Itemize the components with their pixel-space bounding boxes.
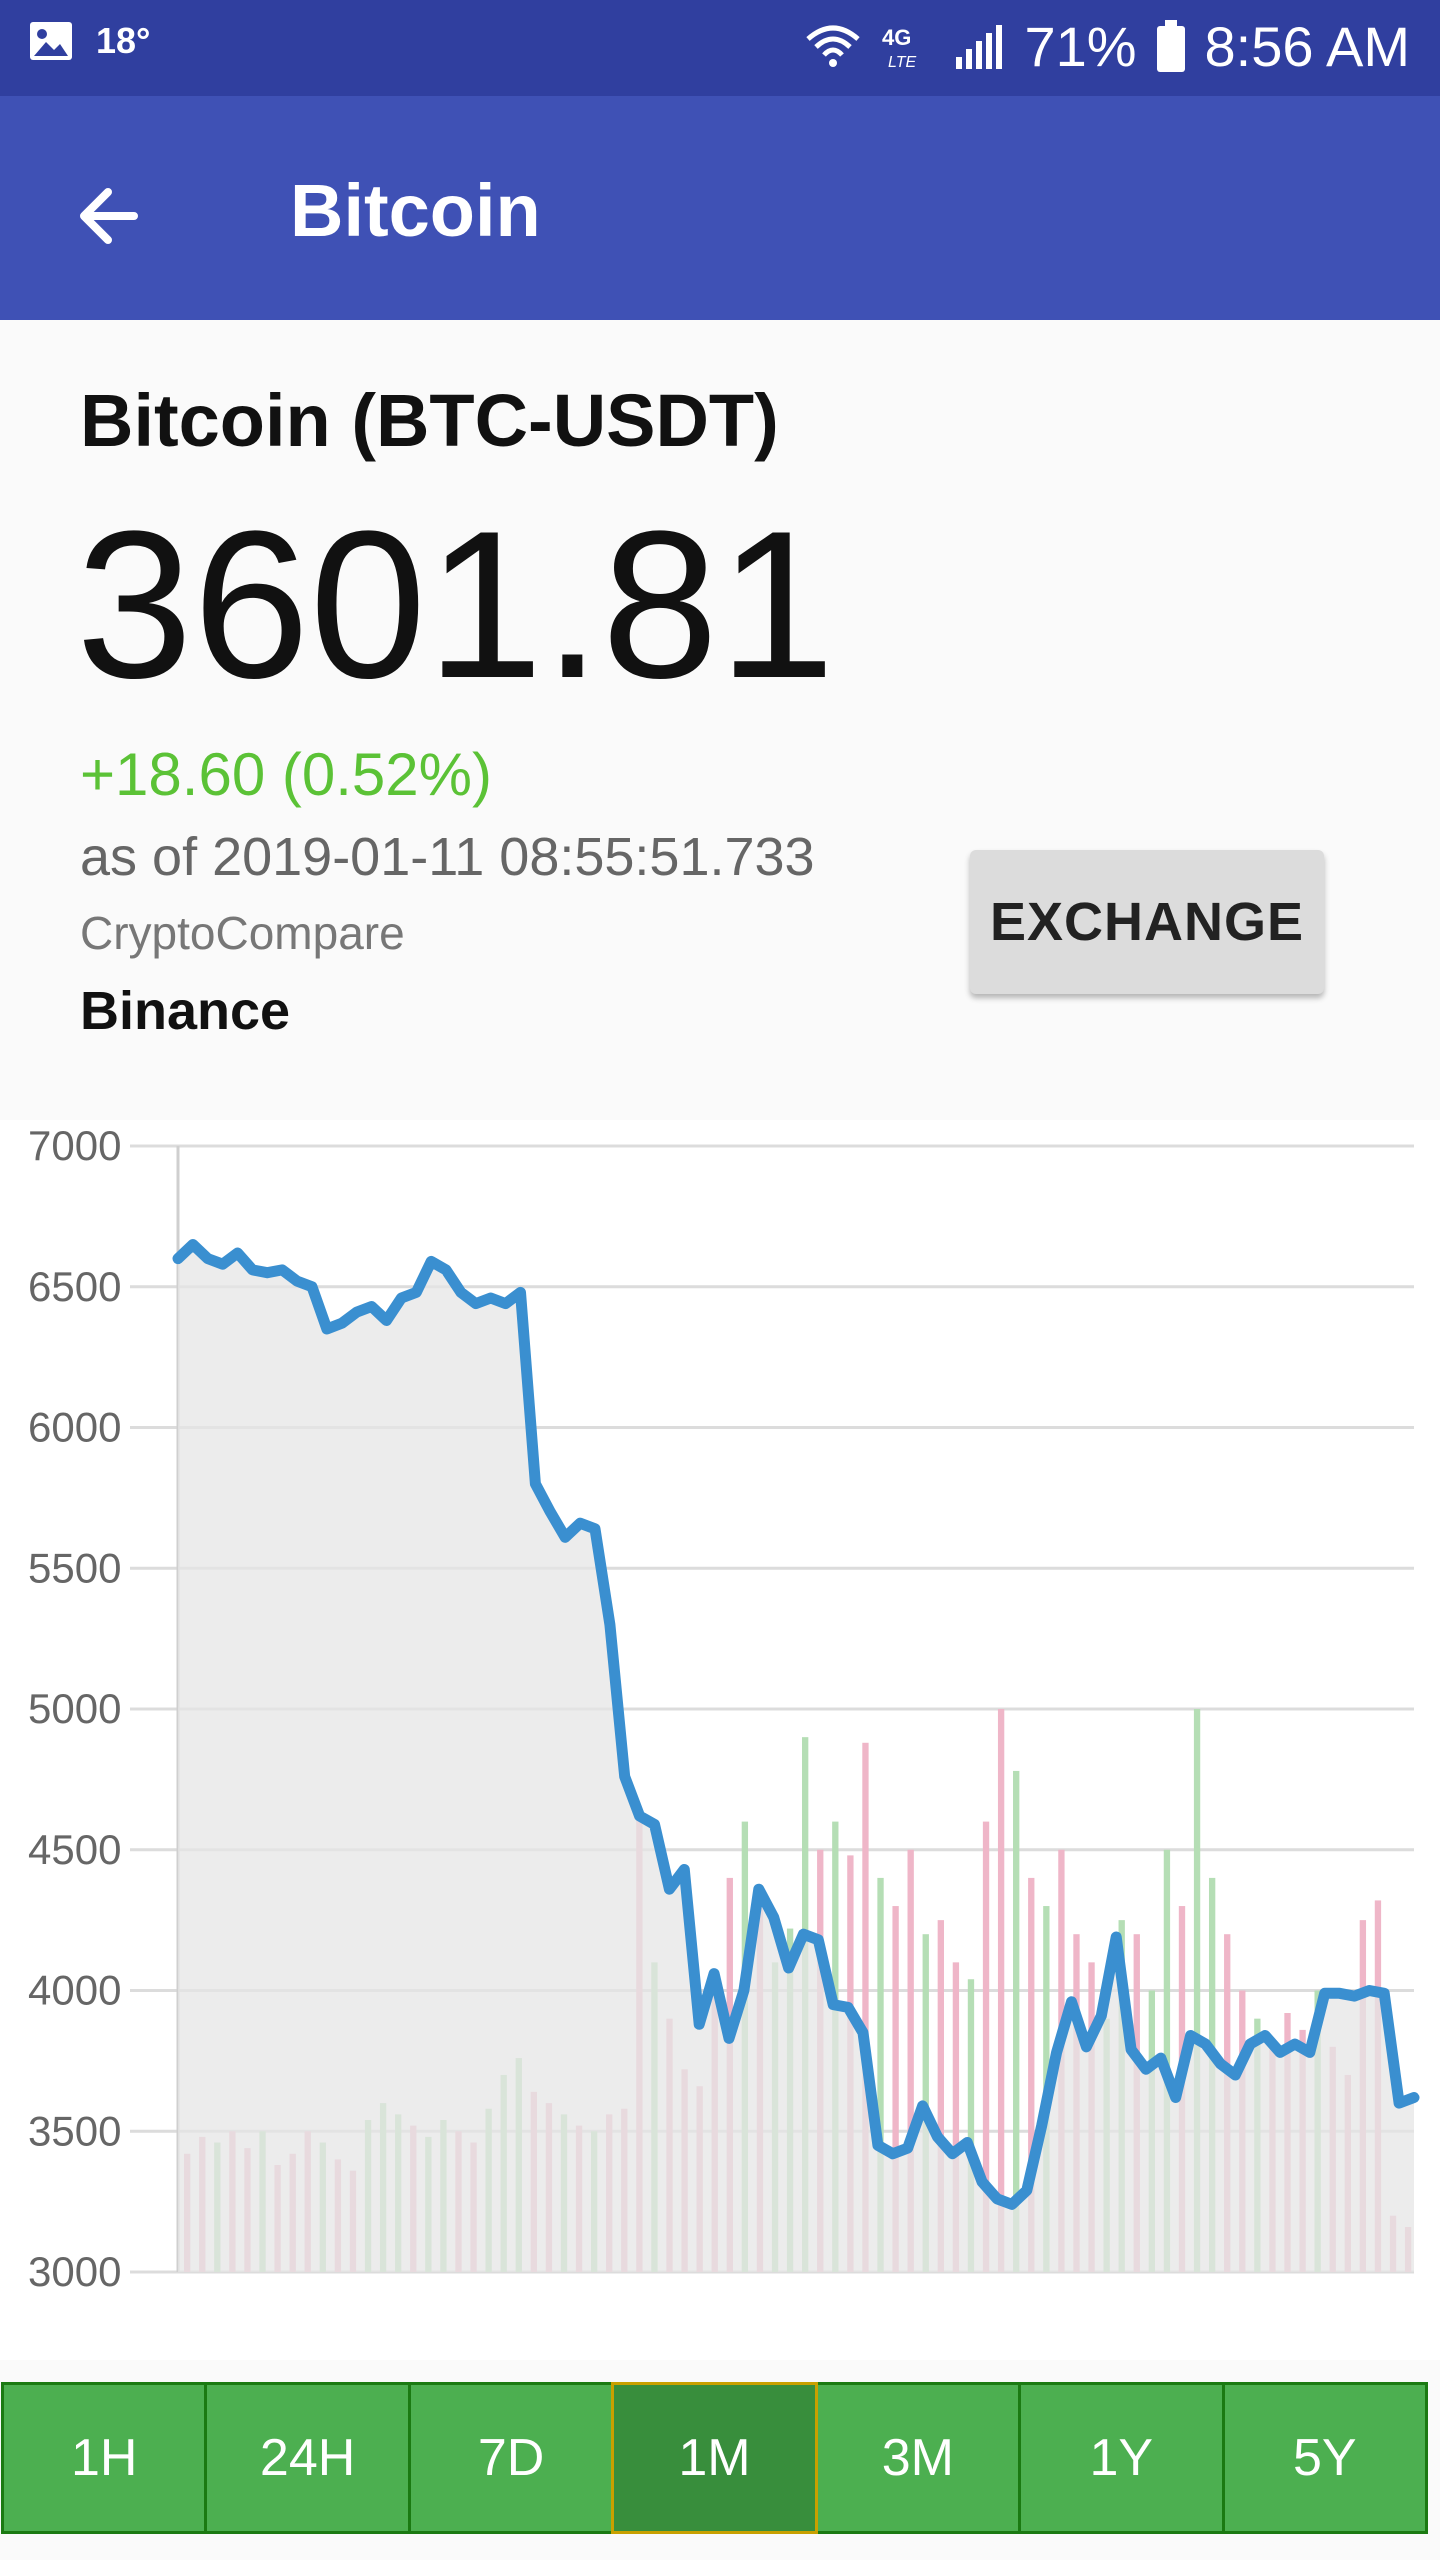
range-button-1m[interactable]: 1M: [611, 2382, 818, 2534]
price-area: [178, 1244, 1414, 2272]
volume-bar: [967, 1979, 975, 2272]
status-bar-left: 18°: [28, 20, 150, 62]
y-tick-label: 4000: [28, 1967, 121, 2014]
volume-bar: [892, 1906, 899, 2272]
y-tick-label: 5000: [28, 1685, 121, 1732]
signal-icon: [956, 24, 1003, 69]
svg-text:4G: 4G: [882, 25, 911, 50]
volume-bar: [952, 1962, 960, 2272]
volume-bar: [877, 1877, 884, 2272]
range-button-1y[interactable]: 1Y: [1018, 2382, 1225, 2534]
4g-lte-icon: 4G LTE: [882, 25, 916, 71]
svg-text:LTE: LTE: [888, 54, 916, 71]
clock: 8:56 AM: [1204, 15, 1410, 78]
range-button-7d[interactable]: 7D: [407, 2382, 615, 2534]
volume-bar: [1028, 1877, 1035, 2272]
y-tick-label: 3000: [28, 2248, 121, 2295]
volume-bar: [1013, 1770, 1020, 2272]
price-change: +18.60 (0.52%): [80, 741, 492, 808]
y-tick-label: 3500: [28, 2107, 121, 2154]
volume-bar: [982, 1821, 990, 2272]
volume-bar: [937, 1920, 944, 2272]
range-selector: 1H 24H 7D 1M 3M 1Y 5Y: [1, 2382, 1428, 2534]
y-tick-label: 6000: [28, 1404, 121, 1451]
price-chart[interactable]: 7000 6500 6000 5500 5000 4500 4000 3500 3000: [0, 1120, 1440, 2360]
wifi-icon: [806, 25, 861, 67]
exchange-button[interactable]: EXCHANGE: [970, 850, 1324, 994]
y-tick-label: 7000: [28, 1122, 121, 1169]
price-chart-svg: 7000 6500 6000 5500 5000 4500 4000 3500 3000: [28, 1122, 1420, 2295]
image-icon: [30, 22, 72, 60]
arrow-back-icon[interactable]: [72, 176, 152, 256]
volume-bar: [862, 1742, 869, 2272]
y-tick-label: 5500: [28, 1544, 121, 1591]
battery-icon: [1156, 19, 1185, 72]
range-button-1h[interactable]: 1H: [1, 2382, 208, 2534]
battery-percent: 71%: [1024, 15, 1137, 78]
app-bar-title: Bitcoin: [290, 169, 541, 252]
temperature: 18°: [96, 20, 151, 61]
range-button-5y[interactable]: 5Y: [1221, 2382, 1428, 2534]
volume-bar: [997, 1709, 1005, 2272]
exchange-name: Binance: [80, 981, 291, 1041]
y-tick-label: 6500: [28, 1263, 121, 1310]
coin-name: Bitcoin (BTC-USDT): [80, 379, 779, 462]
quote-card: Bitcoin (BTC-USDT) 3601.81 +18.60 (0.52%…: [0, 320, 1440, 1120]
status-bar: 18° 4G LTE 71% 8:56 AM: [0, 0, 1440, 96]
price: 3601.81: [76, 487, 836, 722]
volume-bar: [907, 1849, 914, 2272]
range-button-3m[interactable]: 3M: [814, 2382, 1022, 2534]
app-bar: Bitcoin: [0, 96, 1440, 320]
price-line: [172, 1239, 1420, 2210]
range-button-24h[interactable]: 24H: [204, 2382, 411, 2534]
data-source: CryptoCompare: [80, 907, 405, 959]
volume-bar: [1193, 1709, 1201, 2272]
status-bar-right: 4G LTE 71% 8:56 AM: [804, 14, 1410, 79]
y-tick-label: 4500: [28, 1826, 121, 1873]
timestamp: as of 2019-01-11 08:55:51.733: [80, 827, 815, 887]
